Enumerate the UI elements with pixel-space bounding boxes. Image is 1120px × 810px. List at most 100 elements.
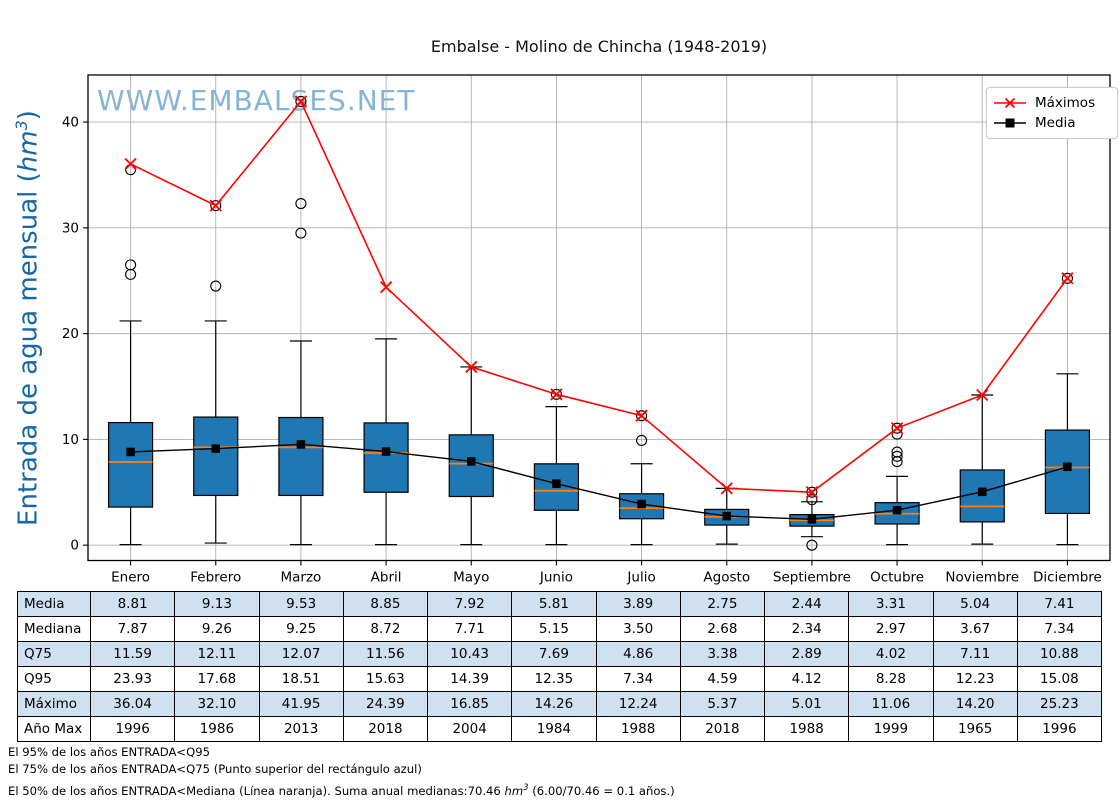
boxplot-chart: 0 10 20 30 40 Enero Febrero Marzo Abril Mayo Junio… bbox=[62, 74, 1111, 586]
iqr-box bbox=[278, 416, 324, 497]
y-tick-label: 30 bbox=[62, 220, 79, 236]
footnotes: El 95% de los años ENTRADA<Q95 El 75% de… bbox=[8, 744, 675, 800]
max-x-marker bbox=[124, 157, 137, 171]
plot-frame bbox=[87, 74, 1111, 562]
table-cell: 11.06 bbox=[848, 691, 934, 717]
x-tick-label: Diciembre bbox=[1033, 570, 1102, 586]
table-cell: 12.07 bbox=[258, 641, 344, 667]
x-tick-label: Julio bbox=[626, 570, 655, 586]
outlier-circle bbox=[636, 410, 648, 422]
table-cell: 1996 bbox=[89, 716, 176, 742]
table-cell: 1996 bbox=[1016, 716, 1103, 742]
outlier-circle bbox=[210, 280, 222, 292]
footnote-mediana-text: El 50% de los años ENTRADA<Mediana (Líne… bbox=[8, 783, 505, 798]
table-cell: 7.34 bbox=[1016, 616, 1103, 642]
x-tick-label: Febrero bbox=[190, 570, 241, 586]
footnote-unit: hm bbox=[504, 783, 524, 798]
max-x-marker bbox=[209, 199, 222, 212]
footnote-unit-exponent: 3 bbox=[523, 783, 529, 793]
table-cell: 2013 bbox=[258, 716, 344, 742]
mean-square-marker bbox=[892, 505, 902, 515]
outlier-circle bbox=[295, 197, 307, 210]
outlier-circle bbox=[295, 227, 307, 239]
media-line-square-icon bbox=[994, 118, 1026, 128]
table-cell: 5.15 bbox=[511, 616, 597, 642]
table-cell: 3.67 bbox=[932, 616, 1018, 642]
table-cell: 7.71 bbox=[426, 616, 513, 642]
max-x-marker bbox=[720, 482, 733, 495]
max-x-marker bbox=[1061, 272, 1074, 285]
max-x-marker bbox=[465, 360, 478, 374]
table-cell: 5.37 bbox=[679, 691, 766, 717]
legend-item-maximos: Máximos bbox=[993, 93, 1111, 113]
table-cell: 17.68 bbox=[174, 666, 260, 692]
table-cell: 2.34 bbox=[763, 616, 850, 642]
mean-square-marker bbox=[807, 515, 817, 524]
table-cell: 1988 bbox=[595, 716, 681, 742]
table-cell: 2.97 bbox=[848, 616, 934, 642]
outlier-circle bbox=[295, 95, 307, 107]
legend-item-media: Media bbox=[993, 113, 1111, 133]
max-x-marker bbox=[294, 95, 308, 108]
footnote-q95: El 95% de los años ENTRADA<Q95 bbox=[8, 745, 211, 759]
mean-square-marker bbox=[126, 447, 135, 457]
table-cell: 2.44 bbox=[763, 591, 850, 617]
outlier-circle bbox=[125, 259, 137, 271]
table-row: Máximo 36.04 32.10 41.95 24.39 16.85 14.26 12.2… bbox=[17, 691, 1103, 717]
outlier-circle bbox=[891, 446, 903, 458]
table-cell: 41.95 bbox=[258, 691, 344, 717]
table-cell: 9.13 bbox=[174, 591, 260, 617]
legend: Máximos Media bbox=[986, 87, 1118, 139]
table-cell: 1986 bbox=[174, 716, 260, 742]
table-cell: 1965 bbox=[932, 716, 1018, 742]
mean-square-marker bbox=[381, 447, 391, 456]
table-cell: 7.87 bbox=[89, 616, 176, 642]
table-cell: 9.25 bbox=[258, 616, 344, 642]
table-cell: 23.93 bbox=[89, 666, 176, 692]
table-cell: 9.53 bbox=[258, 591, 344, 617]
table-cell: 12.23 bbox=[932, 666, 1018, 692]
stats-table: Media 8.81 9.13 9.53 8.85 7.92 5.81 3.89 2.75 2.4… bbox=[17, 591, 1103, 742]
table-cell: 14.39 bbox=[426, 666, 513, 692]
table-cell: 1988 bbox=[763, 716, 850, 742]
watermark: WWW.EMBALSES.NET bbox=[97, 84, 416, 117]
mean-square-marker bbox=[637, 499, 646, 509]
table-cell: 8.85 bbox=[342, 591, 429, 617]
outlier-circle bbox=[891, 450, 903, 462]
iqr-box bbox=[193, 416, 239, 497]
x-tick-label: Mayo bbox=[453, 570, 489, 586]
table-cell: 14.26 bbox=[511, 691, 597, 717]
y-tick-label: 20 bbox=[62, 326, 79, 342]
outlier-circle bbox=[806, 494, 818, 506]
table-row: Media 8.81 9.13 9.53 8.85 7.92 5.81 3.89 2.75 2.4… bbox=[17, 591, 1103, 617]
table-cell: 25.23 bbox=[1016, 691, 1103, 717]
table-cell: 4.12 bbox=[763, 666, 850, 692]
y-tick-label: 0 bbox=[70, 538, 79, 554]
table-cell: 24.39 bbox=[342, 691, 429, 717]
x-tick-label: Agosto bbox=[703, 570, 750, 586]
table-cell: 15.08 bbox=[1016, 666, 1103, 692]
row-label: Media bbox=[17, 591, 91, 617]
outlier-circle bbox=[210, 200, 222, 212]
iqr-box bbox=[363, 422, 409, 493]
x-tick-label: Septiembre bbox=[773, 570, 851, 586]
table-cell: 3.89 bbox=[595, 591, 681, 617]
outlier-circle bbox=[550, 388, 562, 400]
table-cell: 3.50 bbox=[595, 616, 681, 642]
table-cell: 3.31 bbox=[848, 591, 934, 617]
table-cell: 15.63 bbox=[342, 666, 429, 692]
max-x-marker bbox=[379, 281, 393, 294]
table-cell: 32.10 bbox=[174, 691, 260, 717]
x-tick-label: Junio bbox=[539, 570, 573, 586]
table-cell: 4.86 bbox=[595, 641, 681, 667]
footnote-q75: El 75% de los años ENTRADA<Q75 (Punto su… bbox=[8, 762, 422, 776]
table-cell: 7.11 bbox=[932, 641, 1018, 667]
outlier-circle bbox=[636, 434, 648, 446]
table-cell: 1984 bbox=[511, 716, 597, 742]
table-cell: 4.59 bbox=[679, 666, 766, 692]
row-label: Q95 bbox=[17, 666, 91, 692]
table-cell: 5.04 bbox=[932, 591, 1018, 617]
table-cell: 12.11 bbox=[174, 641, 260, 667]
x-tick-label: Enero bbox=[111, 570, 150, 586]
table-cell: 8.28 bbox=[848, 666, 934, 692]
